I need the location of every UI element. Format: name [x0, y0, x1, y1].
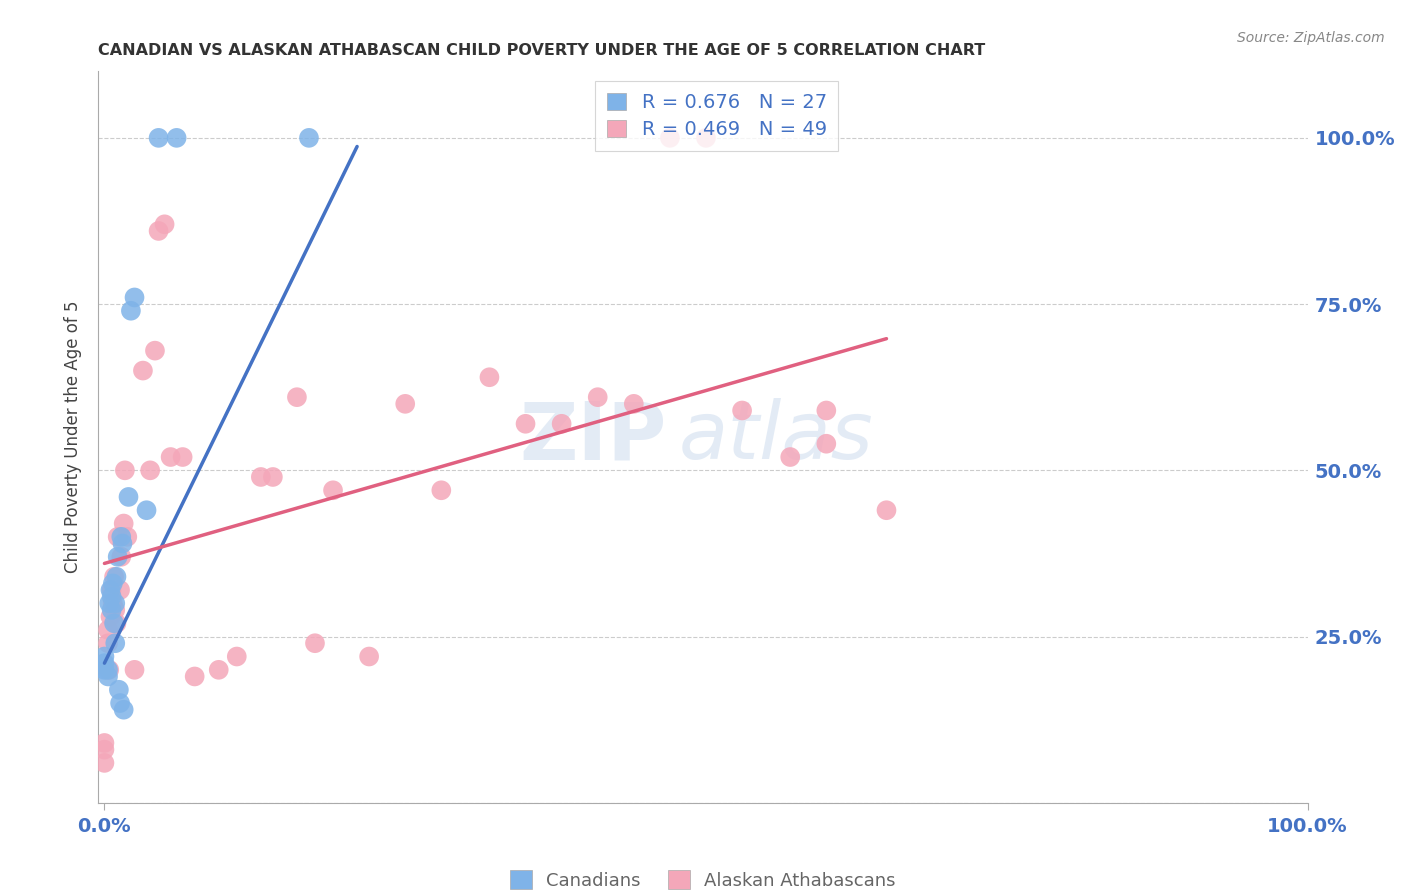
Point	[117, 530, 139, 544]
Point	[97, 636, 120, 650]
Point	[93, 649, 115, 664]
Point	[478, 370, 501, 384]
Text: ZIP: ZIP	[519, 398, 666, 476]
Point	[623, 397, 645, 411]
Point	[658, 131, 681, 145]
Point	[105, 616, 128, 631]
Point	[101, 576, 124, 591]
Point	[114, 463, 136, 477]
Point	[143, 343, 166, 358]
Point	[93, 656, 115, 670]
Point	[107, 549, 129, 564]
Point	[183, 669, 205, 683]
Point	[172, 450, 194, 464]
Point	[101, 596, 124, 610]
Point	[105, 570, 128, 584]
Point	[110, 549, 132, 564]
Point	[124, 290, 146, 304]
Point	[430, 483, 453, 498]
Point	[104, 596, 127, 610]
Point	[98, 596, 121, 610]
Point	[100, 609, 122, 624]
Point	[815, 436, 838, 450]
Point	[225, 649, 247, 664]
Point	[108, 682, 131, 697]
Point	[112, 703, 135, 717]
Point	[100, 590, 122, 604]
Point	[875, 503, 897, 517]
Point	[104, 636, 127, 650]
Point	[112, 516, 135, 531]
Point	[779, 450, 801, 464]
Legend: Canadians, Alaskan Athabascans: Canadians, Alaskan Athabascans	[503, 863, 903, 892]
Point	[97, 663, 120, 677]
Point	[139, 463, 162, 477]
Point	[148, 224, 170, 238]
Point	[104, 603, 127, 617]
Point	[100, 603, 122, 617]
Point	[394, 397, 416, 411]
Point	[108, 696, 131, 710]
Point	[304, 636, 326, 650]
Y-axis label: Child Poverty Under the Age of 5: Child Poverty Under the Age of 5	[65, 301, 83, 574]
Point	[695, 131, 717, 145]
Point	[93, 663, 115, 677]
Point	[110, 530, 132, 544]
Point	[208, 663, 231, 677]
Point	[97, 669, 120, 683]
Text: Source: ZipAtlas.com: Source: ZipAtlas.com	[1237, 31, 1385, 45]
Text: atlas: atlas	[679, 398, 873, 476]
Point	[100, 582, 122, 597]
Point	[117, 490, 139, 504]
Point	[298, 131, 321, 145]
Point	[103, 570, 125, 584]
Point	[93, 756, 115, 770]
Point	[586, 390, 609, 404]
Point	[107, 530, 129, 544]
Point	[97, 623, 120, 637]
Point	[132, 363, 155, 377]
Point	[166, 131, 188, 145]
Point	[322, 483, 344, 498]
Point	[120, 303, 142, 318]
Point	[108, 582, 131, 597]
Point	[100, 582, 122, 597]
Point	[153, 217, 176, 231]
Point	[359, 649, 381, 664]
Point	[515, 417, 537, 431]
Point	[148, 131, 170, 145]
Point	[98, 663, 121, 677]
Text: CANADIAN VS ALASKAN ATHABASCAN CHILD POVERTY UNDER THE AGE OF 5 CORRELATION CHAR: CANADIAN VS ALASKAN ATHABASCAN CHILD POV…	[98, 43, 986, 58]
Point	[93, 736, 115, 750]
Point	[124, 663, 146, 677]
Point	[111, 536, 134, 550]
Point	[250, 470, 273, 484]
Point	[103, 616, 125, 631]
Point	[285, 390, 308, 404]
Point	[262, 470, 284, 484]
Point	[550, 417, 572, 431]
Point	[815, 403, 838, 417]
Point	[93, 742, 115, 756]
Point	[159, 450, 181, 464]
Point	[135, 503, 157, 517]
Point	[731, 403, 754, 417]
